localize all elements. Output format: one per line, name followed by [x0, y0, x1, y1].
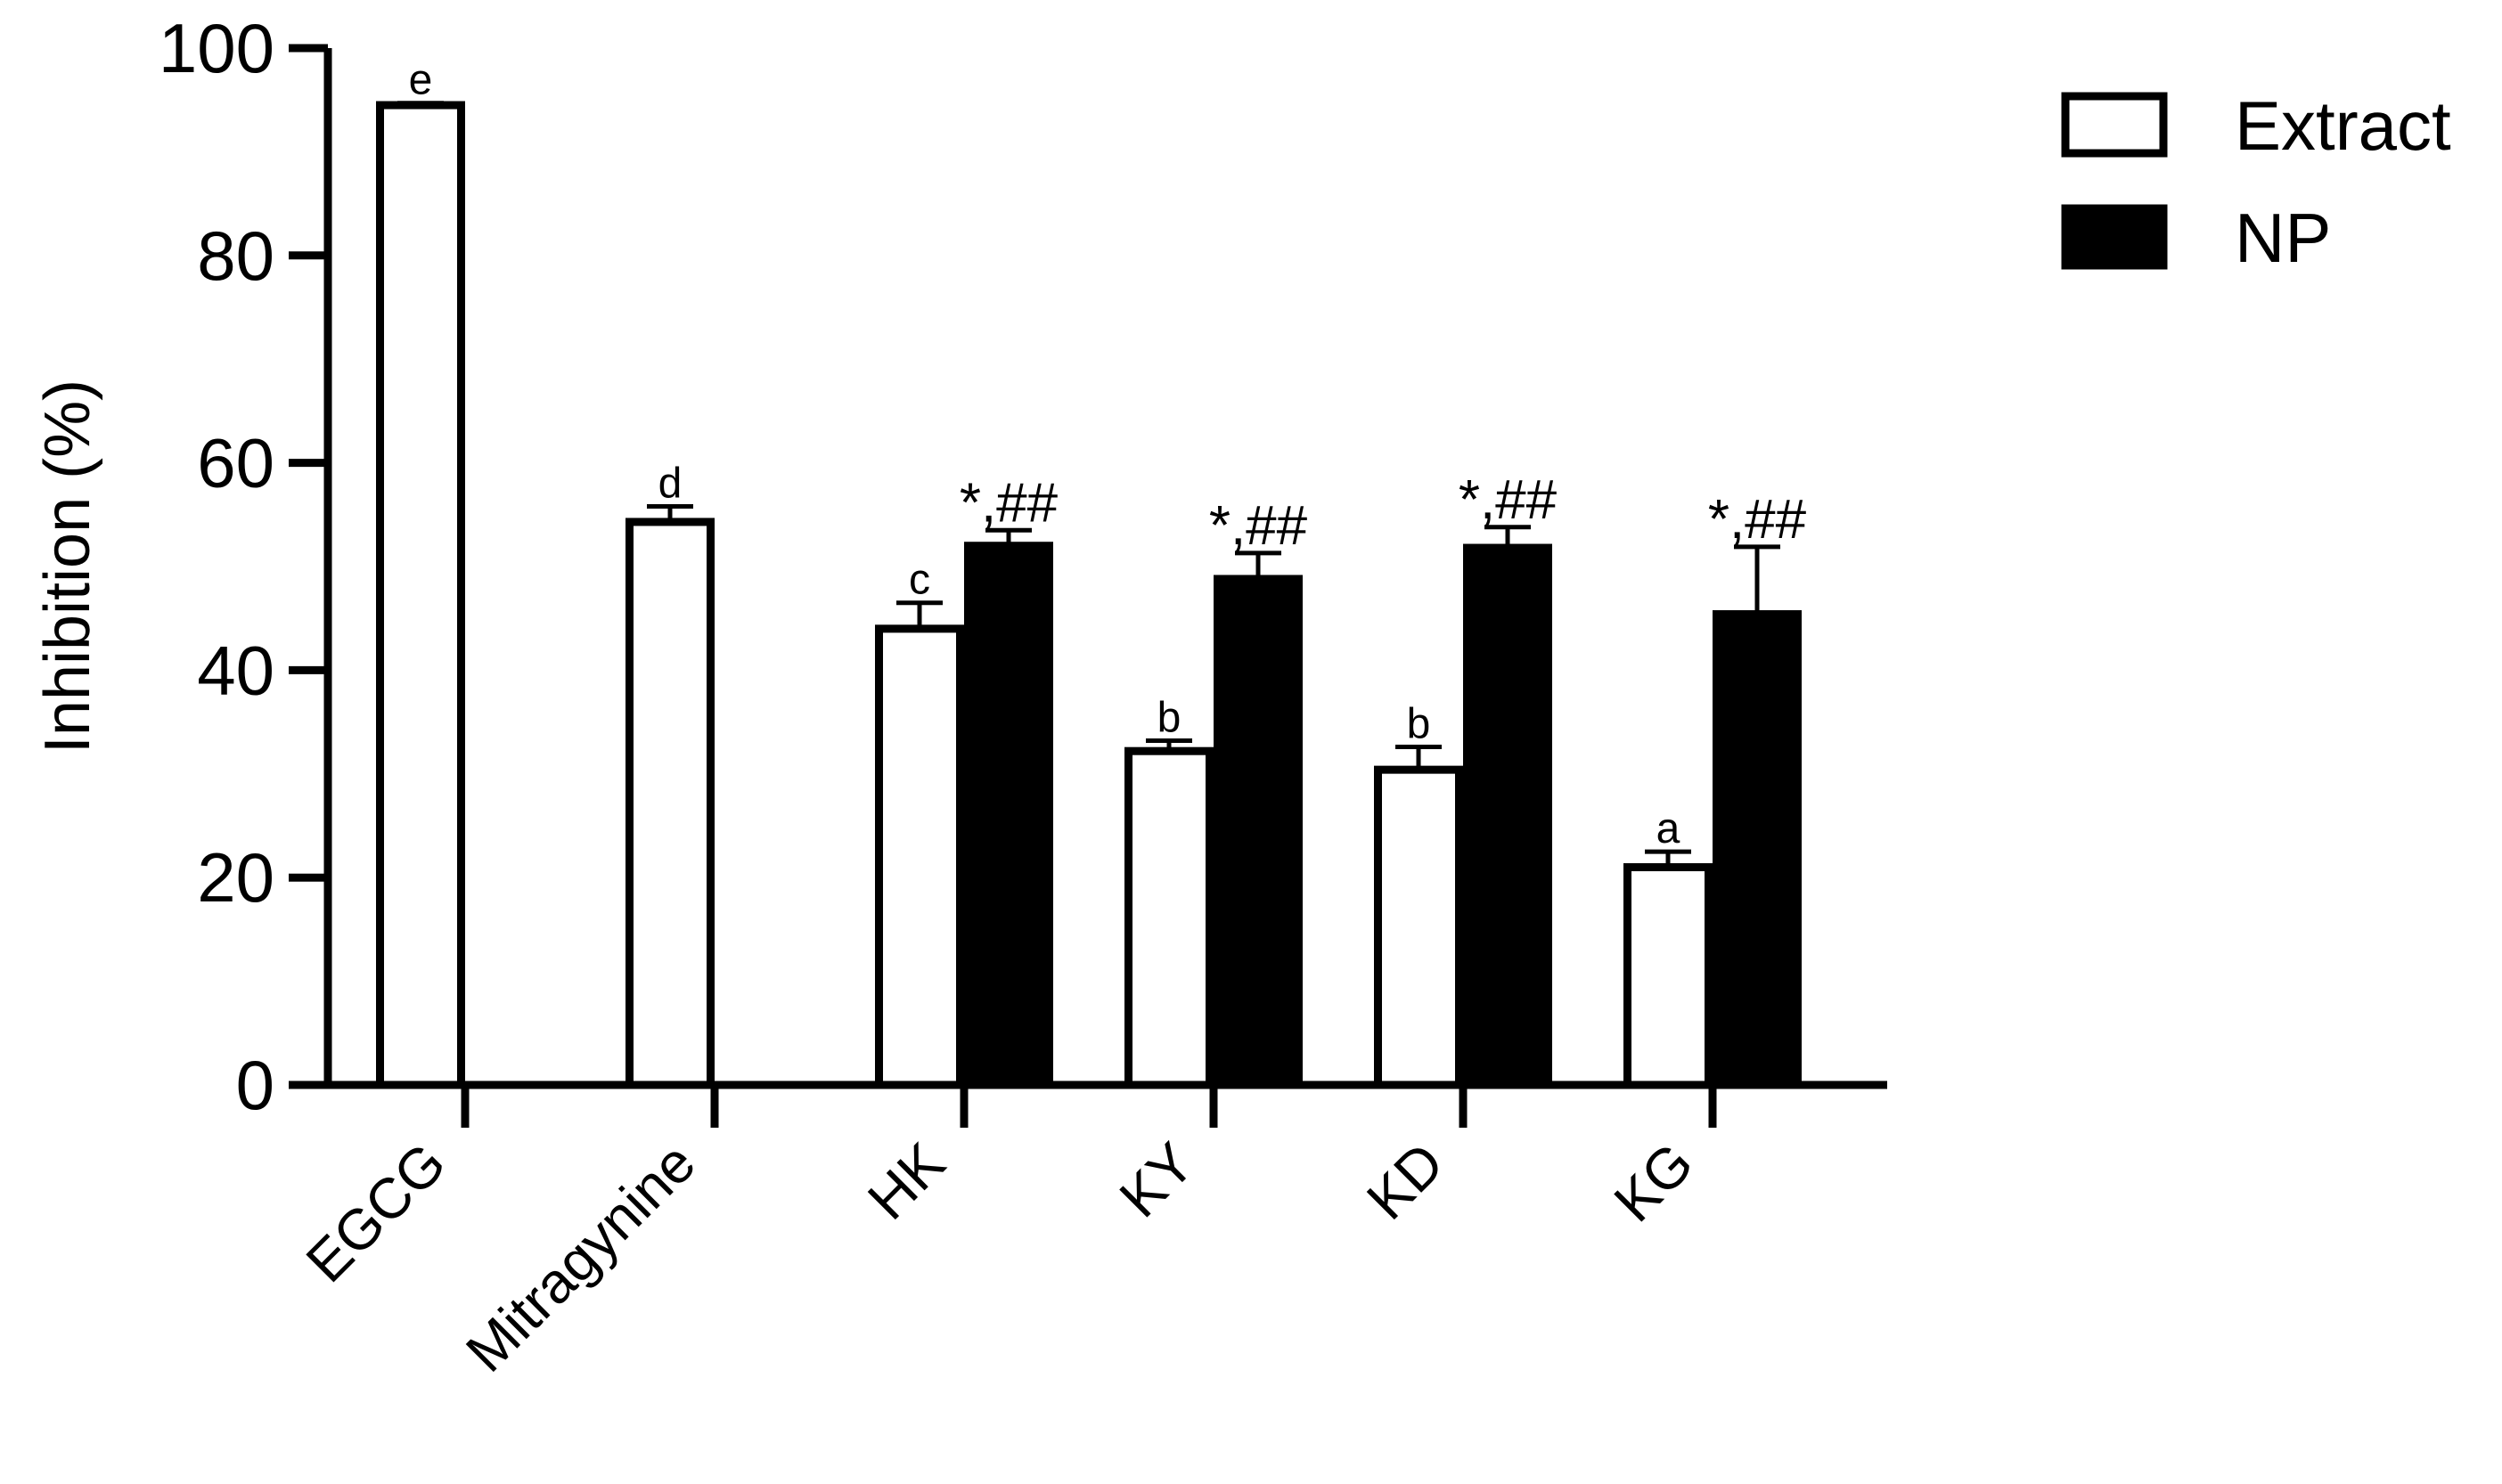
bar-annotation-extract-kg: a [1656, 805, 1680, 852]
bar-annotation-np-hk: *,## [960, 472, 1059, 534]
x-tick-label-ky: KY [1108, 1130, 1206, 1229]
x-tick-label-hk: HK [855, 1130, 957, 1232]
bar-annotation-np-kg: *,## [1708, 489, 1807, 550]
bar-extract-ky [1124, 746, 1214, 1089]
bar-extract-mitragynine [626, 518, 715, 1089]
legend-swatch-np [2061, 204, 2168, 270]
plot-area: e d c *,## b *,## b *,## a *,## [376, 57, 1807, 1089]
bar-annotation-extract-mitragynine: d [658, 460, 683, 507]
y-tick-label-20: 20 [197, 838, 274, 917]
y-tick-label-100: 100 [159, 9, 274, 87]
bar-extract-kd [1374, 765, 1463, 1089]
legend-label-extract: Extract [2235, 86, 2451, 165]
bar-np-kg [1713, 610, 1802, 1089]
bar-np-kd [1463, 543, 1552, 1089]
bar-annotation-extract-ky: b [1157, 695, 1182, 742]
legend-swatch-extract [2061, 92, 2168, 158]
y-tick-label-80: 80 [197, 216, 274, 295]
bar-extract-hk [875, 624, 964, 1089]
x-tick-label-mitragynine: Mitragynine [454, 1130, 707, 1384]
y-tick-label-60: 60 [197, 424, 274, 502]
bar-annotation-extract-hk: c [909, 557, 930, 604]
y-axis-title: Inhibition (%) [32, 379, 103, 754]
bar-extract-egcg [376, 101, 465, 1089]
bar-annotation-np-ky: *,## [1209, 495, 1308, 557]
x-tick-label-kd: KD [1354, 1130, 1456, 1232]
legend-label-np: NP [2235, 199, 2331, 277]
bar-np-hk [964, 542, 1053, 1089]
bar-annotation-np-kd: *,## [1459, 469, 1558, 531]
x-tick-label-kg: KG [1602, 1130, 1705, 1234]
y-tick-label-40: 40 [197, 631, 274, 709]
bar-extract-kg [1623, 863, 1713, 1089]
y-tick-label-0: 0 [236, 1046, 274, 1124]
bar-annotation-extract-egcg: e [409, 57, 433, 104]
legend: Extract NP [2061, 86, 2451, 277]
bar-np-ky [1214, 575, 1303, 1089]
x-tick-label-egcg: EGCG [294, 1130, 458, 1294]
bar-annotation-extract-kd: b [1407, 701, 1431, 748]
